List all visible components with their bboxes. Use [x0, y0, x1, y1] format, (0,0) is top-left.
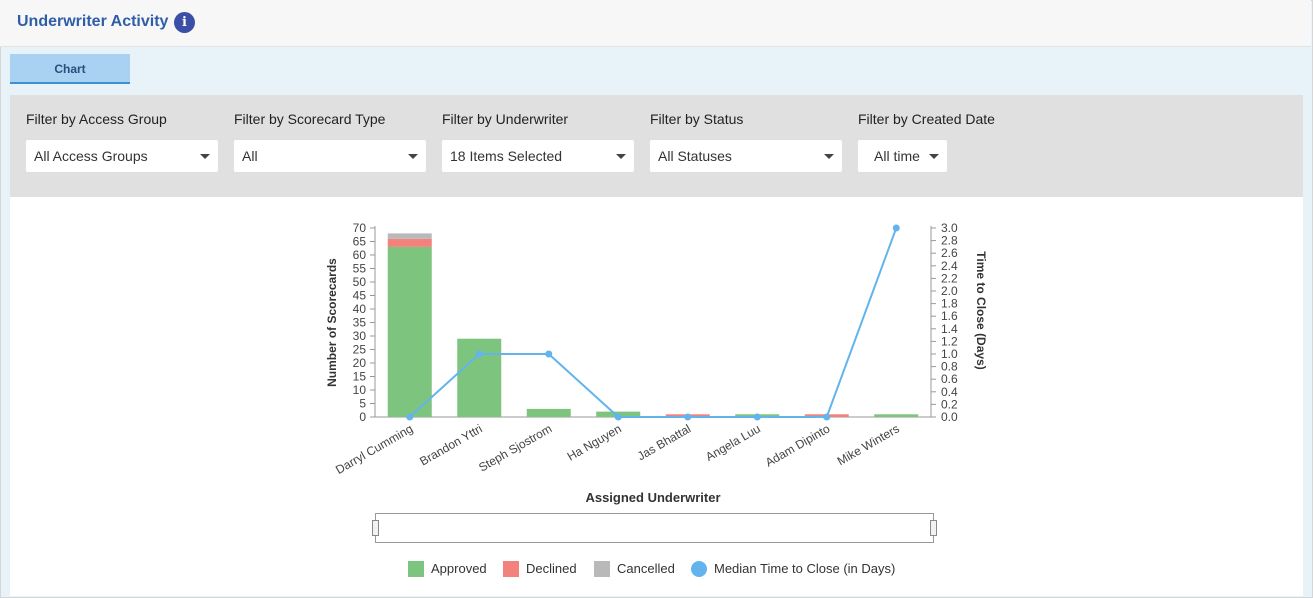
x-tick-label: Jas Bhattal	[635, 421, 693, 463]
median-line	[409, 227, 898, 418]
legend-label-approved: Approved	[431, 561, 487, 577]
x-tick-label: Brandon Yttri	[417, 421, 484, 468]
y-axis-title: Number of Scorecards	[325, 258, 339, 387]
x-tick-label: Steph Sjostrom	[476, 421, 554, 474]
y2-tick-label: 1.6	[941, 309, 958, 323]
panel-header: Underwriter Activity i	[0, 0, 1311, 47]
bar-cancelled	[387, 233, 432, 239]
y2-tick-label: 2.2	[941, 271, 958, 285]
y-tick-label: 20	[353, 356, 367, 370]
y2-tick-label: 0.8	[941, 360, 958, 374]
median-point	[892, 224, 900, 232]
y-tick-label: 40	[353, 302, 367, 316]
y-tick-label: 50	[353, 275, 367, 289]
y2-tick-label: 1.2	[941, 334, 958, 348]
chevron-down-icon	[824, 154, 834, 159]
y2-tick-label: 2.4	[941, 259, 958, 273]
median-point	[684, 413, 692, 421]
legend-swatch-cancelled	[594, 560, 610, 577]
y-tick-label: 45	[353, 289, 367, 303]
y2-tick-label: 2.6	[941, 246, 958, 260]
legend-approved[interactable]: Approved	[408, 560, 487, 577]
bar-approved	[874, 414, 919, 417]
x-axis-title: Assigned Underwriter	[585, 490, 720, 505]
chevron-down-icon	[408, 154, 418, 159]
y-tick-label: 35	[353, 316, 367, 330]
y-tick-label: 60	[353, 248, 367, 262]
y2-tick-label: 0.2	[941, 397, 958, 411]
y-tick-label: 25	[353, 343, 367, 357]
y-tick-label: 55	[353, 262, 367, 276]
legend-dot-median	[691, 560, 707, 577]
bar-approved	[387, 246, 432, 417]
legend-declined[interactable]: Declined	[503, 560, 577, 577]
filter-scorecard-type-label: Filter by Scorecard Type	[234, 111, 386, 127]
legend-label-cancelled: Cancelled	[617, 561, 675, 577]
y2-tick-label: 2.0	[941, 284, 958, 298]
median-point	[614, 413, 622, 421]
x-tick-label: Adam Dipinto	[763, 421, 833, 469]
y2-tick-label: 0.4	[941, 385, 958, 399]
x-tick-label: Mike Winters	[835, 421, 902, 468]
filter-access-group-label: Filter by Access Group	[26, 111, 167, 127]
page-title: Underwriter Activity	[17, 13, 169, 30]
median-point	[753, 413, 761, 421]
filter-scorecard-type-select[interactable]: All	[234, 140, 426, 172]
filter-underwriter-select[interactable]: 18 Items Selected	[442, 140, 634, 172]
x-tick-label: Ha Nguyen	[565, 421, 624, 463]
filter-access-group-value: All Access Groups	[34, 148, 148, 164]
info-icon[interactable]: i	[174, 12, 195, 33]
y2-tick-label: 1.0	[941, 347, 958, 361]
filter-bar: Filter by Access Group All Access Groups…	[10, 95, 1303, 197]
y2-tick-label: 1.4	[941, 322, 958, 336]
legend-label-declined: Declined	[526, 561, 577, 577]
bar-approved	[457, 338, 502, 417]
slider-right-handle[interactable]	[930, 520, 937, 536]
chevron-down-icon	[616, 154, 626, 159]
slider-left-handle[interactable]	[372, 520, 379, 536]
median-point	[475, 350, 483, 358]
y2-tick-label: 3.0	[941, 221, 958, 235]
bar-declined	[387, 238, 432, 247]
chevron-down-icon	[200, 154, 210, 159]
legend-cancelled[interactable]: Cancelled	[594, 560, 675, 577]
chevron-down-icon	[929, 154, 939, 159]
median-point	[406, 413, 414, 421]
y-tick-label: 65	[353, 235, 367, 249]
filter-status-value: All Statuses	[658, 148, 732, 164]
filter-created-date-label: Filter by Created Date	[858, 111, 995, 127]
filter-status-label: Filter by Status	[650, 111, 744, 127]
y2-axis-title: Time to Close (Days)	[974, 251, 988, 369]
filter-created-date-value: All time	[874, 148, 920, 164]
y-tick-label: 10	[353, 383, 367, 397]
filter-underwriter-value: 18 Items Selected	[450, 148, 563, 164]
filter-created-date-select[interactable]: All time	[858, 140, 947, 172]
bar-approved	[526, 408, 571, 417]
legend-median-time[interactable]: Median Time to Close (in Days)	[691, 560, 895, 577]
chart-range-slider[interactable]	[375, 513, 934, 543]
y-tick-label: 70	[353, 221, 367, 235]
y2-tick-label: 1.8	[941, 297, 958, 311]
y-tick-label: 5	[359, 397, 366, 411]
tab-chart[interactable]: Chart	[10, 54, 130, 84]
legend-swatch-declined	[503, 560, 519, 577]
legend-label-median: Median Time to Close (in Days)	[714, 561, 896, 577]
y-tick-label: 30	[353, 329, 367, 343]
y2-tick-label: 0.0	[941, 410, 958, 424]
y-tick-label: 15	[353, 370, 367, 384]
filter-status-select[interactable]: All Statuses	[650, 140, 842, 172]
filter-scorecard-type-value: All	[242, 148, 258, 164]
filter-access-group-select[interactable]: All Access Groups	[26, 140, 218, 172]
y-tick-label: 0	[359, 410, 366, 424]
legend-swatch-approved	[408, 560, 424, 577]
median-point	[545, 350, 553, 358]
y2-tick-label: 0.6	[941, 372, 958, 386]
x-tick-label: Darryl Cumming	[333, 421, 415, 476]
x-tick-label: Angela Luu	[703, 421, 763, 463]
y2-tick-label: 2.8	[941, 234, 958, 248]
filter-underwriter-label: Filter by Underwriter	[442, 111, 569, 127]
median-point	[823, 413, 831, 421]
